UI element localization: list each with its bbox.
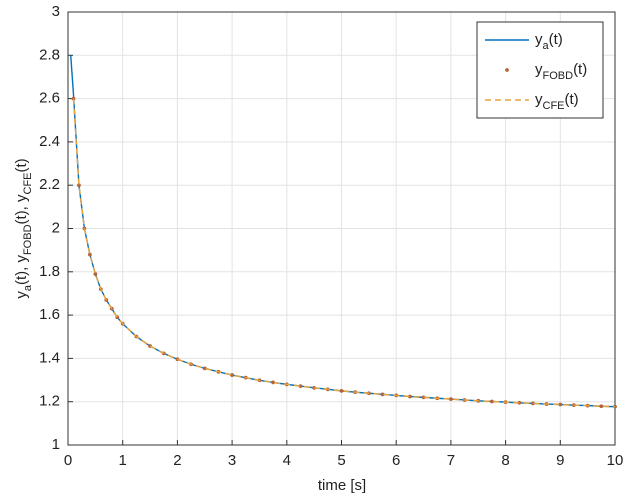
x-tick-label: 10 [607, 452, 624, 469]
data-point [93, 272, 98, 276]
data-point [230, 373, 235, 377]
data-point [490, 399, 494, 404]
y-tick-label: 1.6 [39, 306, 60, 323]
y-tick-label: 2.8 [39, 46, 60, 63]
x-tick-label: 0 [64, 452, 72, 469]
data-point [77, 183, 81, 188]
x-tick-label: 6 [392, 452, 400, 469]
x-tick-label: 9 [556, 452, 564, 469]
data-point [407, 394, 412, 399]
x-tick-label: 4 [283, 452, 291, 469]
y-tick-label: 2.6 [39, 90, 60, 107]
x-tick-label: 8 [501, 452, 509, 469]
data-point [558, 402, 563, 407]
y-tick-label: 1.4 [39, 349, 60, 366]
x-tick-label: 1 [119, 452, 127, 469]
data-point [339, 388, 344, 393]
y-tick-label: 1.8 [39, 263, 60, 280]
y-tick-label: 2.2 [39, 176, 60, 193]
legend-label: yCFE(t) [535, 91, 579, 112]
y-axis-label: ya(t), yFOBD(t), yCFE(t) [13, 158, 34, 298]
x-tick-label: 2 [173, 452, 181, 469]
data-point [87, 252, 92, 257]
data-point [531, 401, 535, 406]
legend-swatch [505, 68, 509, 72]
plot-frame [67, 11, 616, 446]
data-point [599, 404, 604, 409]
x-tick-label: 5 [337, 452, 345, 469]
y-tick-label: 1.2 [39, 393, 60, 410]
data-point [271, 380, 276, 385]
y-tick-label: 3 [52, 3, 60, 20]
y-tick-label: 2 [52, 219, 60, 236]
y-tick-label: 2.4 [39, 133, 60, 150]
data-point [380, 392, 385, 397]
series-line [72, 98, 616, 408]
x-tick-label: 7 [447, 452, 455, 469]
legend-label: yFOBD(t) [535, 61, 587, 82]
y-tick-label: 1 [52, 436, 60, 453]
data-point [298, 384, 303, 389]
legend-label: ya(t) [535, 31, 563, 52]
legend-box [476, 21, 604, 119]
data-point [449, 397, 453, 402]
x-axis-label: time [s] [318, 477, 366, 494]
x-tick-label: 3 [228, 452, 236, 469]
